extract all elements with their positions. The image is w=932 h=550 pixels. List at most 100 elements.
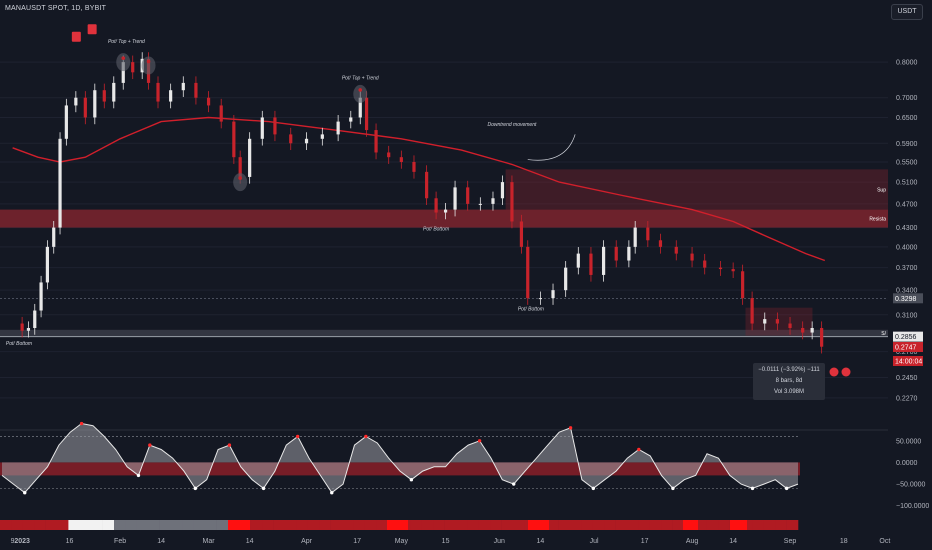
status-cell — [581, 520, 594, 530]
candle-body — [718, 267, 723, 270]
time-tick-label: 18 — [840, 538, 848, 545]
status-cell — [706, 520, 719, 530]
price-tick-label: 0.3400 — [896, 288, 918, 295]
candle-body — [273, 117, 277, 135]
candle-body — [564, 267, 568, 291]
candle-body — [181, 82, 185, 91]
status-cell — [456, 520, 468, 530]
time-tick-label: 14 — [536, 538, 544, 545]
oscillator-tick-label: −100.0000 — [896, 503, 929, 510]
candle-body — [443, 209, 448, 213]
status-cell — [433, 520, 445, 530]
status-cell — [102, 520, 115, 530]
candle-body — [425, 171, 429, 199]
status-cell — [615, 520, 628, 530]
status-cell — [364, 520, 377, 530]
countdown-tag: 14:00:04 — [895, 359, 922, 366]
oscillator-pane — [0, 421, 888, 495]
candle-body — [206, 97, 211, 106]
flag-icon — [87, 24, 97, 35]
status-cell — [638, 520, 651, 530]
candle-body — [64, 105, 68, 139]
candle-body — [589, 253, 593, 275]
currency-button[interactable]: USDT — [891, 4, 923, 20]
annotation-text: Pot/ Bottom — [518, 307, 544, 313]
status-cell — [763, 520, 776, 530]
status-cell — [193, 520, 206, 530]
status-cell — [57, 520, 69, 530]
oscillator-tick-label: 50.0000 — [896, 438, 921, 445]
annotation-layer: Pot/ Top + Trend Pot/ Top + Trend Downtren… — [6, 24, 851, 377]
marker-dot — [238, 176, 242, 180]
status-highlight — [528, 520, 549, 530]
price-tick-label: 0.7000 — [896, 95, 918, 102]
time-tick-label: 14 — [729, 538, 737, 545]
marker-dot — [121, 56, 126, 60]
time-tick-label: Feb — [114, 538, 126, 545]
time-tick-label: 2023 — [14, 538, 30, 545]
supply-zone — [505, 169, 888, 210]
support-zone — [0, 329, 888, 337]
status-cell — [171, 520, 183, 530]
status-cell — [695, 520, 708, 530]
candle-body — [304, 138, 309, 144]
trough-dot — [261, 486, 266, 491]
annotation-text: Pot/ Bottom — [6, 341, 32, 347]
status-cell — [421, 520, 434, 530]
status-cell — [467, 520, 480, 530]
candle-body — [399, 157, 403, 162]
price-tick-label: 0.3100 — [896, 312, 918, 319]
candle-body — [601, 246, 606, 275]
status-highlight — [683, 520, 698, 530]
symbol-header: MANAUSDT SPOT, 1D, BYBIT — [5, 5, 107, 12]
status-cell — [376, 520, 388, 530]
candle-body — [374, 130, 378, 153]
price-tag-bg — [893, 293, 923, 304]
zone-layer: Resista Sup S/ — [0, 169, 888, 337]
candle-body — [349, 117, 353, 122]
candle-body — [169, 90, 173, 102]
price-tick-label: 0.3700 — [896, 265, 918, 272]
oscillator-area — [2, 423, 798, 493]
price-tag-bg — [893, 331, 923, 342]
time-tick-label: 14 — [246, 538, 254, 545]
trough-dot — [671, 486, 675, 491]
trough-dot — [512, 482, 516, 486]
oscillator-tick-label: 0.0000 — [896, 460, 918, 467]
annotation-text: Pot/ Top + Trend — [342, 75, 379, 81]
current-price-tag: 0.2747 — [895, 345, 917, 352]
status-cell — [444, 520, 457, 530]
time-axis: 9 2023 16 Feb 14 Mar 14 Apr 17 May 15 Jun 14 Jul 17 Aug… — [11, 538, 891, 545]
candle-body — [788, 323, 792, 329]
peak-dot — [227, 443, 232, 447]
candle-body — [633, 227, 637, 247]
price-tick-label: 0.5100 — [896, 180, 918, 187]
status-cell — [319, 520, 331, 530]
status-cell — [285, 520, 297, 530]
countdown-tag-bg — [893, 356, 923, 367]
time-tick-label: 17 — [353, 538, 361, 545]
candle-body — [750, 298, 754, 324]
status-cell — [11, 520, 24, 530]
price-tick-label: 0.8000 — [896, 60, 918, 67]
status-cell — [296, 520, 309, 530]
peak-dot — [477, 439, 482, 443]
candle-body — [33, 310, 37, 329]
status-cell — [478, 520, 491, 530]
candle-body — [45, 246, 50, 283]
price-tick-label: 0.5500 — [896, 159, 918, 166]
time-tick-label: Mar — [203, 538, 216, 545]
candle-body — [510, 182, 514, 222]
candle-body — [491, 198, 495, 204]
trough-dot — [409, 478, 414, 482]
candle-body — [358, 97, 362, 118]
candle-body — [194, 82, 198, 98]
status-cell — [125, 520, 138, 530]
time-tick-label: Aug — [686, 538, 699, 545]
candle-body — [810, 328, 814, 333]
zone-label: Resista — [869, 217, 886, 223]
status-cell — [250, 520, 263, 530]
status-cell — [604, 520, 616, 530]
time-tick-label: 9 — [11, 538, 15, 545]
